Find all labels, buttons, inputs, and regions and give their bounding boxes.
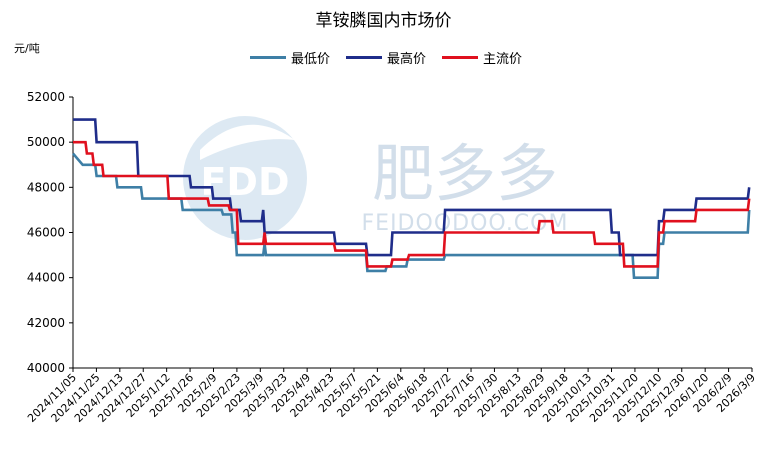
series-line-1 — [72, 152, 751, 280]
y-tick-label: 48000 — [27, 180, 65, 194]
y-tick-label: 52000 — [27, 90, 65, 104]
legend-item-2: 最高价 — [346, 48, 426, 67]
chart-title: 草铵膦国内市场价 — [315, 11, 452, 31]
y-tick-label: 44000 — [27, 271, 65, 285]
y-unit-label: 元/吨 — [14, 42, 40, 55]
watermark-fdd-text: FDD — [200, 160, 289, 204]
legend: 最低价 最高价 主流价 — [250, 48, 538, 67]
watermark-leaf — [200, 124, 295, 160]
legend-swatch — [442, 56, 479, 59]
y-tick-label: 50000 — [27, 135, 65, 149]
legend-item-1: 最低价 — [250, 48, 330, 67]
series-line-2 — [73, 118, 751, 257]
legend-label: 最高价 — [387, 52, 427, 67]
legend-swatch — [346, 56, 383, 59]
legend-item-3: 主流价 — [442, 48, 522, 67]
legend-swatch — [250, 56, 286, 59]
y-tick-label: 40000 — [27, 361, 65, 375]
watermark-brand-text: 肥多多 — [372, 137, 558, 210]
y-tick-label: 46000 — [27, 226, 65, 240]
y-tick-label: 42000 — [27, 316, 65, 330]
legend-label: 主流价 — [483, 52, 523, 67]
legend-label: 最低价 — [291, 52, 331, 67]
series-line-3 — [73, 140, 751, 268]
